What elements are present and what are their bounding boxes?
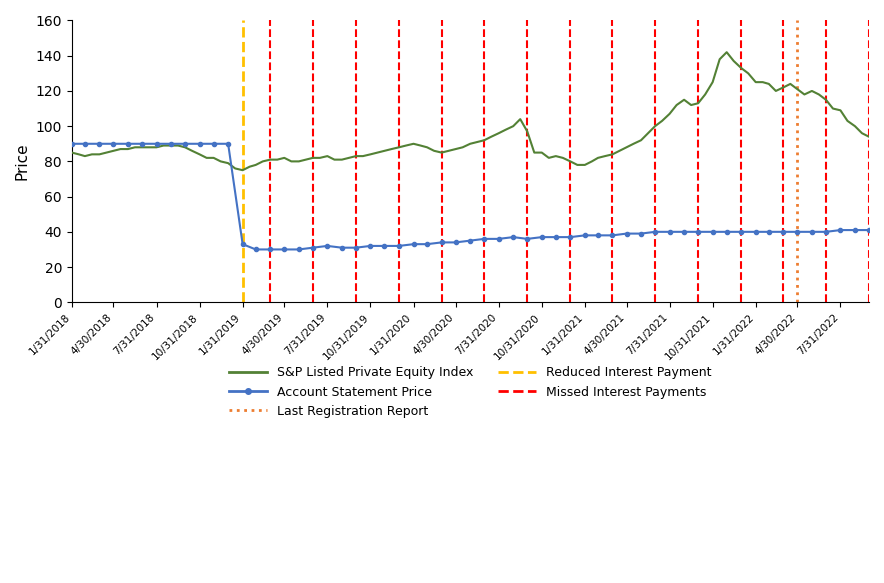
Y-axis label: Price: Price (15, 143, 30, 180)
Legend: S&P Listed Private Equity Index, Account Statement Price, Last Registration Repo: S&P Listed Private Equity Index, Account… (225, 361, 716, 423)
